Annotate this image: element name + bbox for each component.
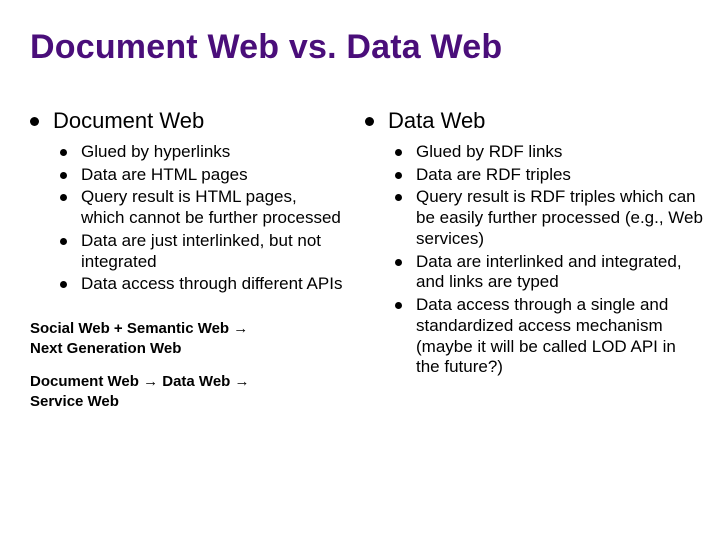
- left-bullet-list: Glued by hyperlinks Data are HTML pages …: [30, 142, 350, 295]
- list-item: Data access through a single and standar…: [365, 295, 710, 378]
- right-heading-row: Data Web: [365, 108, 710, 134]
- right-column: Data Web Glued by RDF links Data are RDF…: [365, 108, 710, 425]
- list-item-text: Data are just interlinked, but not integ…: [81, 231, 350, 272]
- footer-text: Data Web: [162, 373, 230, 390]
- list-item-text: Data access through different APIs: [81, 274, 348, 295]
- bullet-icon: [395, 259, 402, 266]
- list-item: Data are HTML pages: [30, 165, 350, 186]
- slide: Document Web vs. Data Web Document Web G…: [0, 0, 720, 540]
- arrow-icon: →: [229, 320, 248, 337]
- list-item-text: Glued by RDF links: [416, 142, 568, 163]
- bullet-icon: [395, 172, 402, 179]
- left-heading-row: Document Web: [30, 108, 350, 134]
- bullet-icon: [60, 172, 67, 179]
- list-item: Glued by RDF links: [365, 142, 710, 163]
- list-item-text: Data are RDF triples: [416, 165, 577, 186]
- list-item: Glued by hyperlinks: [30, 142, 350, 163]
- list-item-text: Data are HTML pages: [81, 165, 254, 186]
- footer-text: Next Generation Web: [30, 340, 181, 357]
- footer-text: Social Web + Semantic Web: [30, 320, 229, 337]
- list-item: Query result is RDF triples which can be…: [365, 187, 710, 249]
- list-item: Data are just interlinked, but not integ…: [30, 231, 350, 272]
- list-item-text: Query result is RDF triples which can be…: [416, 187, 710, 249]
- bullet-icon: [30, 117, 39, 126]
- list-item: Data are interlinked and integrated, and…: [365, 252, 710, 293]
- footer-line-1: Social Web + Semantic Web → Next Generat…: [30, 319, 350, 358]
- right-bullet-list: Glued by RDF links Data are RDF triples …: [365, 142, 710, 378]
- bullet-icon: [365, 117, 374, 126]
- bullet-icon: [60, 281, 67, 288]
- footer-text: Service Web: [30, 393, 119, 410]
- left-heading: Document Web: [53, 108, 204, 134]
- list-item-text: Data are interlinked and integrated, and…: [416, 252, 710, 293]
- list-item-text: Query result is HTML pages, which cannot…: [81, 187, 350, 228]
- bullet-icon: [395, 149, 402, 156]
- bullet-icon: [60, 194, 67, 201]
- list-item: Data are RDF triples: [365, 165, 710, 186]
- list-item-text: Data access through a single and standar…: [416, 295, 710, 378]
- right-heading: Data Web: [388, 108, 485, 134]
- list-item: Query result is HTML pages, which cannot…: [30, 187, 350, 228]
- footer-text: Document Web: [30, 373, 139, 390]
- slide-title: Document Web vs. Data Web: [30, 28, 502, 67]
- list-item: Data access through different APIs: [30, 274, 350, 295]
- left-column: Document Web Glued by hyperlinks Data ar…: [30, 108, 365, 425]
- footer-block: Social Web + Semantic Web → Next Generat…: [30, 319, 350, 411]
- arrow-icon: →: [139, 373, 162, 390]
- list-item-text: Glued by hyperlinks: [81, 142, 236, 163]
- arrow-icon: →: [230, 373, 249, 390]
- bullet-icon: [395, 194, 402, 201]
- content-columns: Document Web Glued by hyperlinks Data ar…: [30, 108, 720, 425]
- bullet-icon: [395, 302, 402, 309]
- bullet-icon: [60, 149, 67, 156]
- bullet-icon: [60, 238, 67, 245]
- footer-line-2: Document Web → Data Web → Service Web: [30, 372, 350, 411]
